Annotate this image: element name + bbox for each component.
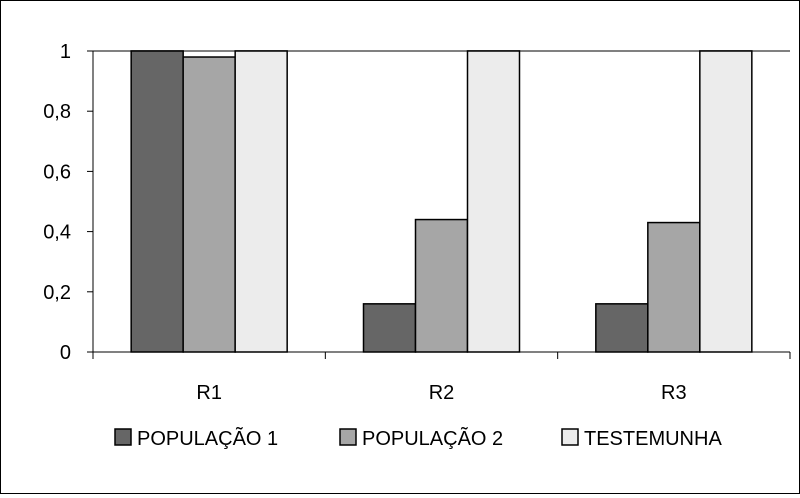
bar bbox=[182, 56, 236, 353]
bar bbox=[234, 50, 288, 353]
y-tick-label: 0 bbox=[60, 342, 71, 364]
legend-label: POPULAÇÃO 1 bbox=[137, 426, 278, 450]
legend-swatch bbox=[561, 428, 579, 446]
legend-label: POPULAÇÃO 2 bbox=[362, 426, 503, 450]
x-tick-label: R1 bbox=[196, 382, 222, 404]
bar bbox=[414, 218, 469, 353]
x-tick-label: R2 bbox=[429, 382, 455, 404]
legend: POPULAÇÃO 1 POPULAÇÃO 2 TESTEMUNHA bbox=[114, 426, 722, 450]
y-tick-label: 0,2 bbox=[43, 282, 71, 304]
y-tick-label: 0,8 bbox=[43, 101, 71, 123]
legend-label: TESTEMUNHA bbox=[584, 428, 722, 450]
bar bbox=[466, 50, 521, 353]
bar bbox=[699, 50, 753, 353]
y-tick-label: 1 bbox=[60, 41, 71, 63]
legend-swatch bbox=[114, 428, 132, 446]
bar bbox=[362, 303, 417, 353]
x-axis: R1 R2 R3 bbox=[92, 351, 791, 404]
legend-swatch bbox=[339, 428, 357, 446]
y-tick-label: 0,6 bbox=[43, 161, 71, 183]
y-tick-label: 0,4 bbox=[43, 222, 71, 244]
bars bbox=[130, 50, 753, 353]
bar bbox=[130, 50, 184, 353]
bar bbox=[595, 303, 649, 353]
x-tick-label: R3 bbox=[661, 382, 687, 404]
y-axis: 0 0,2 0,4 0,6 0,8 1 bbox=[43, 41, 94, 364]
bar bbox=[647, 221, 701, 353]
